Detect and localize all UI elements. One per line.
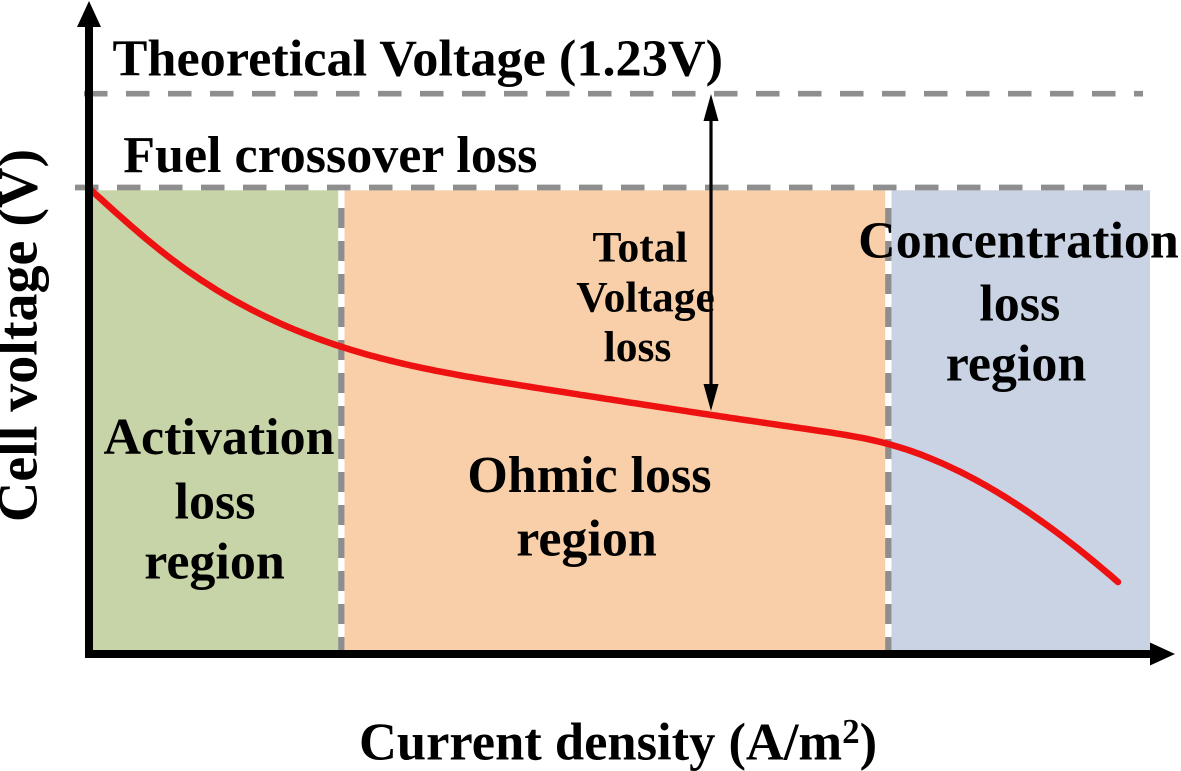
svg-text:Ohmic loss: Ohmic loss [467, 447, 711, 504]
svg-text:region: region [516, 510, 657, 567]
svg-text:loss: loss [604, 323, 672, 371]
svg-text:loss: loss [175, 474, 256, 531]
svg-text:region: region [946, 336, 1087, 393]
svg-text:Activation: Activation [103, 409, 334, 466]
svg-text:loss: loss [979, 276, 1060, 333]
svg-text:Total: Total [592, 224, 687, 272]
svg-text:Cell voltage (V): Cell voltage (V) [0, 149, 50, 522]
svg-text:region: region [144, 534, 285, 591]
svg-text:Concentration: Concentration [858, 213, 1179, 270]
svg-text:Voltage: Voltage [576, 273, 715, 321]
svg-text:Theoretical Voltage (1.23V): Theoretical Voltage (1.23V) [113, 30, 724, 88]
svg-text:Fuel crossover loss: Fuel crossover loss [123, 127, 537, 184]
svg-text:Current density (A/m2): Current density (A/m2) [359, 712, 877, 771]
